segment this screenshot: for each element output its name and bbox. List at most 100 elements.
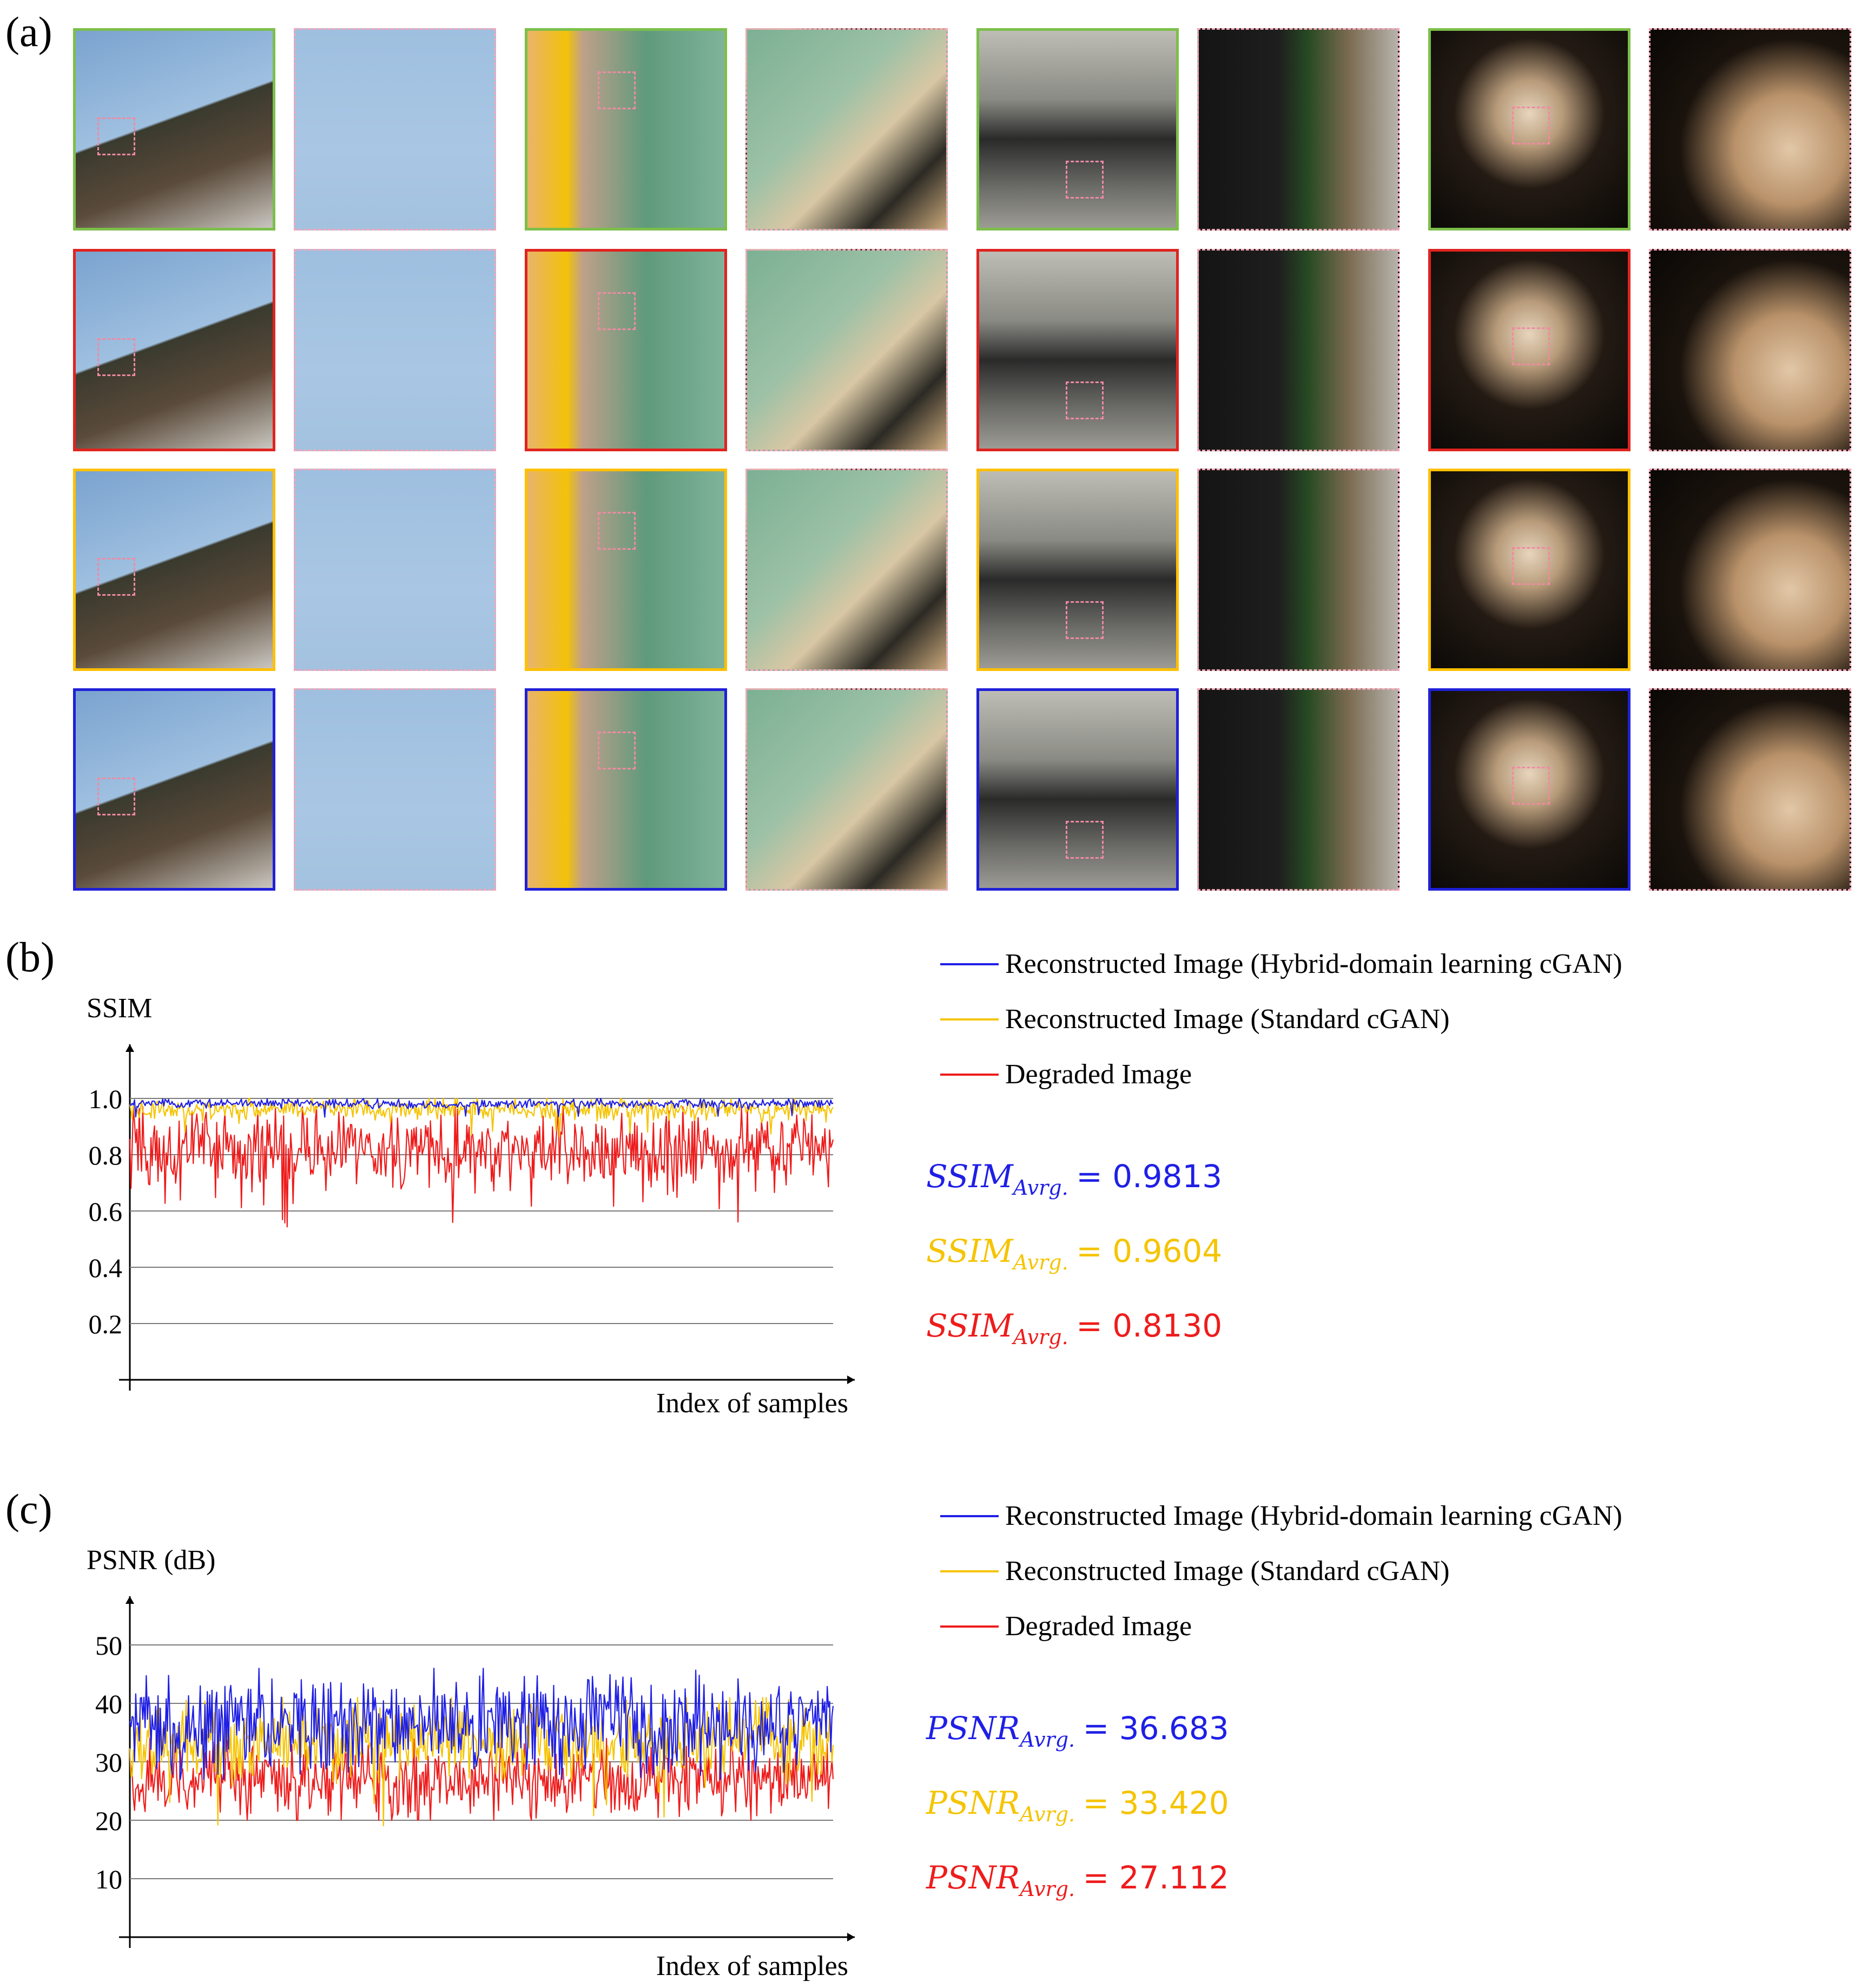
roi-marker: [1066, 821, 1104, 859]
palace-roof-main-image: [73, 688, 275, 891]
butterfly-zoom-image: [745, 249, 948, 451]
alley-main-image: [976, 688, 1179, 891]
y-tick-label: 30: [95, 1747, 122, 1778]
spider-zoom-image: [1649, 469, 1851, 671]
psnr-avg-standard: PSNRAvrg. = 33.420: [926, 1785, 1229, 1826]
spider-zoom-image: [1649, 249, 1851, 451]
avg-subscript: Avrg.: [1013, 1176, 1068, 1200]
legend-swatch-yellow: [940, 1018, 999, 1021]
legend-label: Reconstructed Image (Standard cGAN): [1005, 1555, 1450, 1587]
y-tick-label: 50: [95, 1630, 122, 1661]
legend-label: Reconstructed Image (Hybrid-domain learn…: [1005, 948, 1622, 980]
legend-swatch-red: [940, 1074, 999, 1076]
palace-roof-zoom-image: [294, 688, 496, 891]
avg-symbol: SSIM: [926, 1158, 1013, 1195]
avg-value: = 36.683: [1083, 1710, 1229, 1747]
y-tick-label: 0.2: [89, 1309, 123, 1339]
roi-marker: [1066, 381, 1104, 419]
alley-main-image: [976, 249, 1179, 451]
avg-value: = 33.420: [1083, 1785, 1229, 1821]
legend-swatch-red: [940, 1625, 999, 1628]
avg-value: = 0.9604: [1076, 1233, 1222, 1269]
avg-symbol: PSNR: [926, 1785, 1020, 1821]
psnr-legend-degraded: Degraded Image: [940, 1610, 1192, 1642]
avg-value: = 0.9813: [1076, 1158, 1222, 1195]
ssim-xlabel: Index of samples: [656, 1388, 848, 1419]
y-axis-arrow: [126, 1596, 134, 1604]
ssim-chart: 0.2 0.4 0.6 0.8 1.0 SSIM Index of samples: [76, 990, 887, 1445]
y-tick-label: 20: [95, 1806, 122, 1836]
avg-symbol: PSNR: [926, 1710, 1020, 1747]
x-axis-arrow: [847, 1375, 855, 1384]
avg-symbol: SSIM: [926, 1233, 1013, 1269]
legend-swatch-yellow: [940, 1570, 999, 1572]
legend-label: Reconstructed Image (Standard cGAN): [1005, 1003, 1450, 1035]
ssim-avg-hybrid: SSIMAvrg. = 0.9813: [926, 1158, 1222, 1200]
psnr-avg-hybrid: PSNRAvrg. = 36.683: [926, 1710, 1229, 1752]
spider-main-image: [1428, 688, 1631, 891]
ssim-ylabel: SSIM: [87, 993, 152, 1024]
y-tick-label: 1.0: [89, 1084, 123, 1114]
butterfly-zoom-image: [745, 469, 948, 671]
butterfly-main-image: [525, 28, 727, 231]
panel-label-b: (b): [5, 936, 55, 978]
psnr-avg-degraded: PSNRAvrg. = 27.112: [926, 1859, 1229, 1901]
series-line-degraded: [130, 1107, 833, 1227]
roi-marker: [1512, 107, 1550, 144]
alley-main-image: [976, 28, 1179, 231]
avg-subscript: Avrg.: [1020, 1877, 1075, 1901]
alley-zoom-image: [1197, 249, 1400, 451]
legend-label: Degraded Image: [1005, 1610, 1192, 1642]
butterfly-main-image: [525, 249, 727, 451]
ssim-avg-standard: SSIMAvrg. = 0.9604: [926, 1233, 1222, 1274]
y-tick-label: 0.6: [89, 1196, 123, 1227]
x-axis-arrow: [847, 1933, 855, 1941]
y-tick-label: 40: [95, 1689, 122, 1719]
palace-roof-main-image: [73, 249, 275, 451]
alley-zoom-image: [1197, 28, 1400, 231]
roi-marker: [598, 292, 636, 330]
butterfly-zoom-image: [745, 688, 948, 891]
y-tick-label: 10: [95, 1864, 122, 1894]
butterfly-zoom-image: [745, 28, 948, 231]
palace-roof-zoom-image: [294, 28, 496, 231]
butterfly-main-image: [525, 688, 727, 891]
roi-marker: [1512, 327, 1550, 365]
legend-label: Reconstructed Image (Hybrid-domain learn…: [1005, 1500, 1622, 1532]
palace-roof-zoom-image: [294, 469, 496, 671]
avg-subscript: Avrg.: [1020, 1802, 1075, 1826]
roi-marker: [97, 338, 135, 376]
palace-roof-main-image: [73, 28, 275, 231]
legend-swatch-blue: [940, 1515, 999, 1517]
avg-symbol: PSNR: [926, 1859, 1020, 1896]
ssim-avg-degraded: SSIMAvrg. = 0.8130: [926, 1307, 1222, 1349]
y-tick-label: 0.8: [89, 1140, 123, 1170]
legend-label: Degraded Image: [1005, 1058, 1192, 1090]
avg-value: = 27.112: [1083, 1859, 1229, 1896]
roi-marker: [598, 512, 636, 550]
avg-value: = 0.8130: [1076, 1307, 1222, 1344]
spider-main-image: [1428, 249, 1631, 451]
legend-swatch-blue: [940, 963, 999, 965]
roi-marker: [1512, 547, 1550, 585]
roi-marker: [1512, 767, 1550, 805]
roi-marker: [1066, 601, 1104, 639]
psnr-xlabel: Index of samples: [656, 1951, 848, 1982]
y-tick-label: 0.4: [89, 1253, 123, 1283]
spider-zoom-image: [1649, 688, 1851, 891]
alley-zoom-image: [1197, 688, 1400, 891]
psnr-legend-standard: Reconstructed Image (Standard cGAN): [940, 1555, 1450, 1587]
image-comparison-grid: [0, 0, 1868, 909]
avg-subscript: Avrg.: [1020, 1728, 1075, 1752]
psnr-ylabel: PSNR (dB): [87, 1545, 215, 1576]
avg-symbol: SSIM: [926, 1307, 1013, 1344]
psnr-chart: 10 20 30 40 50 PSNR (dB) Index of samples: [76, 1542, 887, 1988]
roi-marker: [97, 558, 135, 596]
palace-roof-zoom-image: [294, 249, 496, 451]
roi-marker: [1066, 161, 1104, 199]
y-axis-arrow: [126, 1044, 134, 1052]
spider-zoom-image: [1649, 28, 1851, 231]
ssim-legend-standard: Reconstructed Image (Standard cGAN): [940, 1003, 1450, 1035]
panel-label-c: (c): [5, 1488, 52, 1530]
avg-subscript: Avrg.: [1013, 1325, 1068, 1349]
